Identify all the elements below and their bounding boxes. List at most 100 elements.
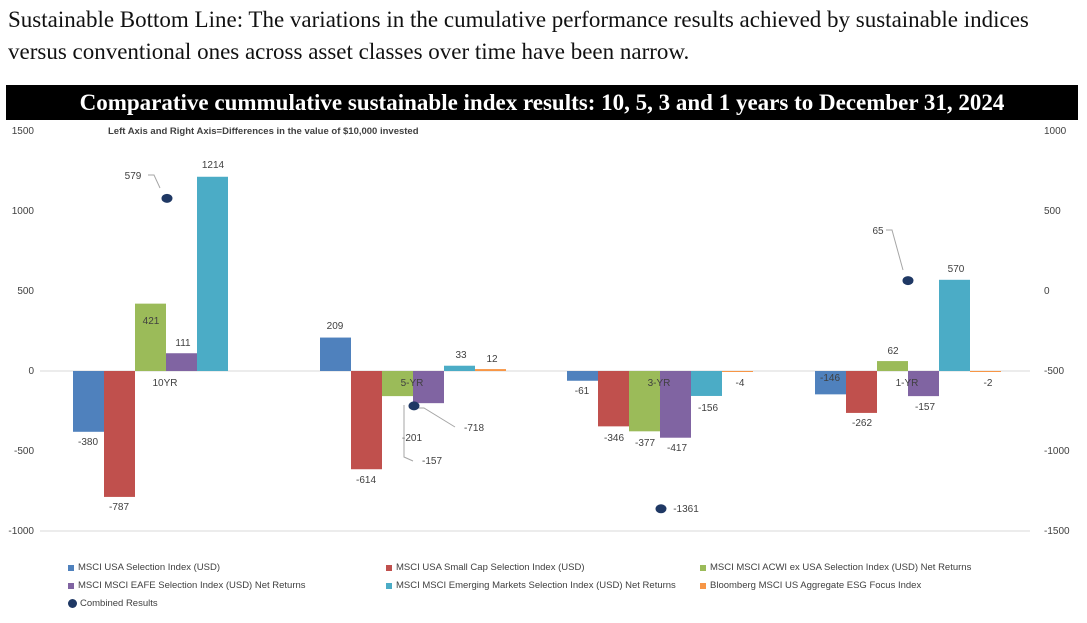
legend-label: MSCI MSCI Emerging Markets Selection Ind…	[396, 580, 676, 591]
bar	[444, 365, 475, 371]
bar-value-label: 62	[887, 346, 899, 357]
bar	[320, 337, 351, 371]
bar-value-label: -614	[356, 475, 376, 486]
bar	[598, 371, 629, 427]
category-label: 10YR	[152, 378, 177, 389]
bar	[135, 303, 166, 371]
legend-item: MSCI USA Small Cap Selection Index (USD)	[386, 562, 584, 573]
leader-line	[418, 407, 456, 428]
bar-value-label: 12	[486, 354, 498, 365]
left-axis-tick: -500	[14, 446, 34, 457]
legend-label: Combined Results	[80, 598, 158, 609]
left-axis-tick: -1000	[8, 526, 34, 537]
legend-label: MSCI MSCI EAFE Selection Index (USD) Net…	[78, 580, 306, 591]
right-axis-tick: 500	[1044, 206, 1061, 217]
bar-value-label: -2	[984, 378, 993, 389]
legend-label: Bloomberg MSCI US Aggregate ESG Focus In…	[710, 580, 922, 591]
legend-label: MSCI MSCI ACWI ex USA Selection Index (U…	[710, 562, 972, 573]
legend-item: Combined Results	[68, 598, 158, 609]
left-axis-tick: 0	[28, 366, 34, 377]
bar	[351, 371, 382, 470]
bar-value-label: -61	[575, 386, 590, 397]
combined-result-dot	[655, 504, 667, 514]
bar	[567, 371, 598, 381]
right-axis-tick: -1000	[1044, 446, 1070, 457]
bar	[73, 371, 104, 432]
legend-swatch	[68, 599, 77, 608]
bar-value-label: 1214	[202, 160, 225, 171]
bar-chart: Left Axis and Right Axis=Differences in …	[8, 126, 1070, 537]
chart-banner-title: Comparative cummulative sustainable inde…	[6, 85, 1078, 120]
bar-value-label: -787	[109, 502, 129, 513]
bar-value-label: -4	[736, 378, 745, 389]
legend-item: MSCI MSCI ACWI ex USA Selection Index (U…	[700, 562, 971, 573]
bar-value-label: -262	[852, 418, 872, 429]
chart-subtitle: Left Axis and Right Axis=Differences in …	[108, 126, 419, 137]
bar-value-label: 33	[455, 350, 467, 361]
legend-item: MSCI MSCI EAFE Selection Index (USD) Net…	[68, 580, 306, 591]
bar	[166, 353, 197, 371]
bar	[660, 371, 691, 438]
bar-value-label: -417	[667, 443, 687, 454]
bar-value-label: 421	[143, 316, 160, 327]
bar-value-label: 209	[327, 321, 344, 332]
leader-line	[403, 405, 414, 462]
bar-value-label: -201	[402, 433, 422, 444]
legend-swatch	[386, 564, 392, 571]
legend-swatch	[700, 582, 706, 589]
combined-result-dot	[161, 193, 173, 203]
combined-result-label: 65	[872, 226, 884, 237]
headline: Sustainable Bottom Line: The variations …	[8, 7, 1029, 64]
chart-legend: MSCI USA Selection Index (USD) MSCI USA S…	[0, 556, 1087, 616]
combined-result-label: -1361	[673, 504, 699, 515]
bar-value-label: -146	[820, 373, 840, 384]
combined-result-label: -718	[464, 423, 484, 434]
bar-value-label: -157	[422, 456, 442, 467]
legend-item: MSCI USA Selection Index (USD)	[68, 562, 220, 573]
legend-item: Bloomberg MSCI US Aggregate ESG Focus In…	[700, 580, 921, 591]
bar	[629, 371, 660, 432]
leader-line	[886, 229, 904, 271]
right-axis-tick: 1000	[1044, 126, 1067, 137]
legend-label: MSCI USA Selection Index (USD)	[78, 562, 221, 573]
leader-line	[148, 174, 161, 189]
bar	[877, 361, 908, 371]
bar-value-label: -157	[915, 402, 935, 413]
bar	[722, 371, 753, 372]
bar	[939, 279, 970, 371]
legend-swatch	[700, 564, 706, 571]
category-label: 5-YR	[401, 378, 424, 389]
bar	[815, 371, 846, 395]
bar	[908, 371, 939, 397]
bar	[970, 371, 1001, 372]
bar	[846, 371, 877, 413]
bar	[104, 371, 135, 497]
bar-value-label: -156	[698, 403, 718, 414]
category-label: 1-YR	[896, 378, 919, 389]
legend-swatch	[386, 582, 392, 589]
right-axis-tick: -1500	[1044, 526, 1070, 537]
legend-item: MSCI MSCI Emerging Markets Selection Ind…	[386, 580, 676, 591]
combined-result-dot	[902, 276, 914, 286]
bar	[691, 371, 722, 396]
left-axis-tick: 1500	[12, 126, 35, 137]
bar	[475, 369, 506, 371]
bar	[413, 371, 444, 404]
legend-swatch	[68, 582, 74, 589]
legend-swatch	[68, 564, 74, 571]
legend-label: MSCI USA Small Cap Selection Index (USD)	[396, 562, 585, 573]
left-axis-tick: 500	[17, 286, 34, 297]
bar	[197, 176, 228, 371]
combined-result-label: 579	[125, 171, 142, 182]
bar-value-label: 570	[948, 264, 965, 275]
bar	[382, 371, 413, 397]
combined-result-dot	[408, 401, 420, 411]
category-label: 3-YR	[648, 378, 671, 389]
bar-value-label: -346	[604, 433, 624, 444]
right-axis-tick: -500	[1044, 366, 1064, 377]
bar-value-label: 111	[175, 338, 191, 349]
right-axis-tick: 0	[1044, 286, 1050, 297]
bar-value-label: -380	[78, 437, 98, 448]
left-axis-tick: 1000	[12, 206, 35, 217]
bar-value-label: -377	[635, 438, 655, 449]
